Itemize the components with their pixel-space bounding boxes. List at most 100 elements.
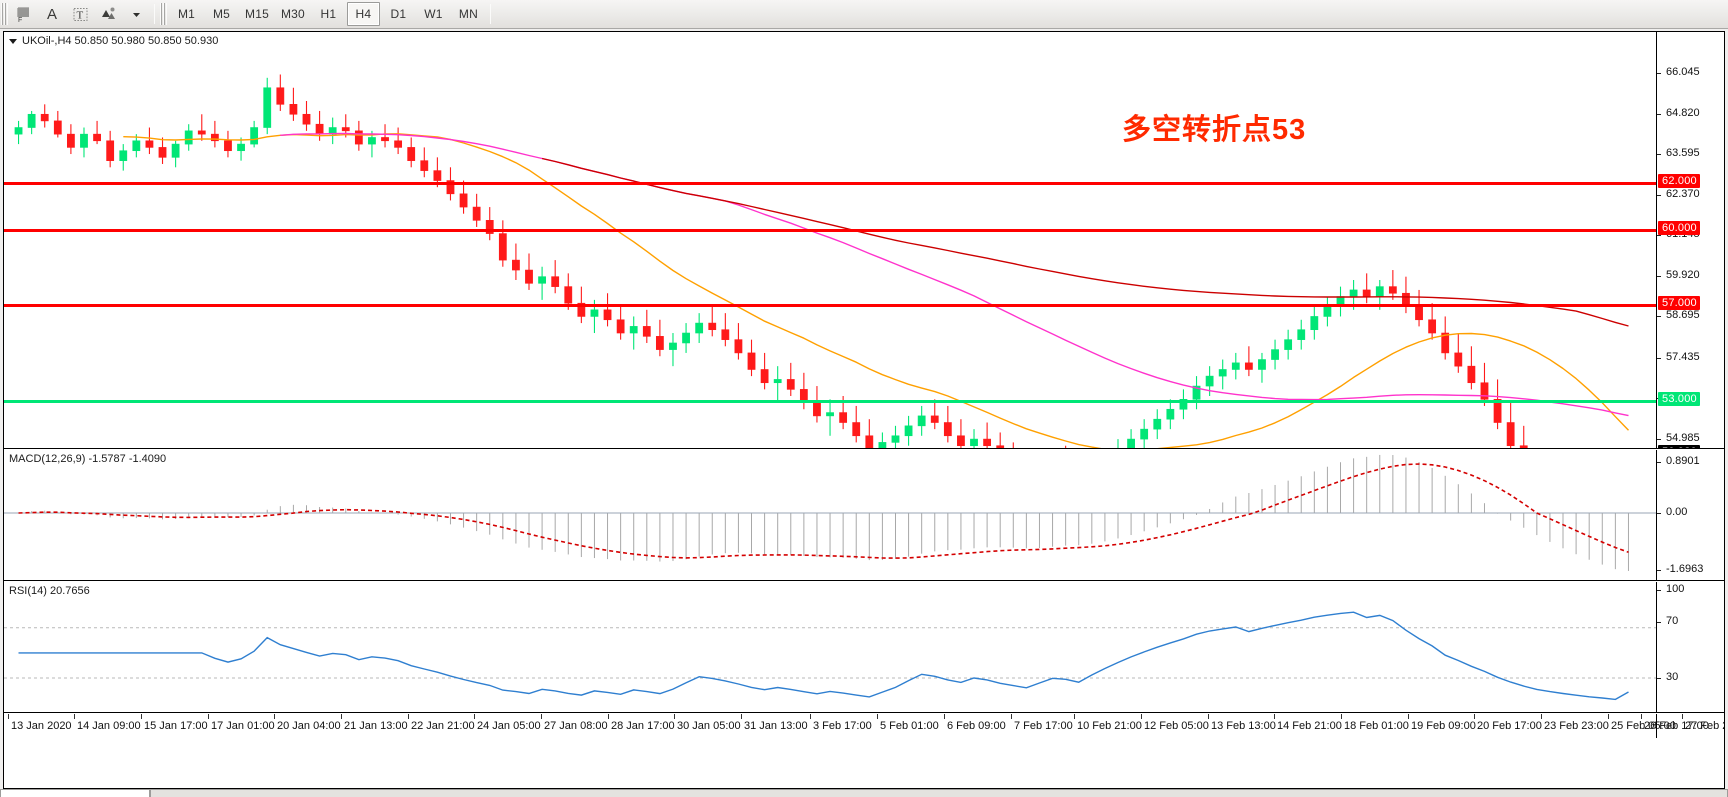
price-tick-label: 62.370 [1666, 188, 1700, 200]
rsi-label: RSI(14) 20.7656 [9, 585, 90, 597]
price-plot-area[interactable]: 多空转折点53 [4, 32, 1656, 448]
time-axis-pane[interactable]: 13 Jan 2020 14 Jan 09:00 15 Jan 17:00 17 Ja… [4, 714, 1724, 738]
time-tick-label: 12 Feb 05:00 [1144, 720, 1209, 732]
price-scale[interactable]: 66.04564.82063.59562.37061.14559.92058.6… [1656, 32, 1724, 448]
chart-frame: 多空转折点53 UKOil-,H4 50.850 50.980 50.850 5… [3, 31, 1725, 789]
timeframe-m30[interactable]: M30 [280, 7, 305, 21]
rsi-line [18, 611, 1629, 701]
chart-tab-strip[interactable] [0, 789, 1728, 797]
time-tick-label: 6 Feb 09:00 [947, 720, 1006, 732]
resistance-line-60[interactable] [4, 229, 1656, 232]
time-tick-label: 7 Feb 17:00 [1014, 720, 1073, 732]
time-tick-label: 17 Jan 01:00 [211, 720, 275, 732]
rsi-scale[interactable]: 100 70 30 [1656, 582, 1724, 712]
time-axis[interactable]: 13 Jan 2020 14 Jan 09:00 15 Jan 17:00 17 Ja… [4, 714, 1724, 738]
rsi-pane[interactable]: RSI(14) 20.7656 100 70 30 [4, 582, 1724, 713]
price-tick-label: 66.045 [1666, 66, 1700, 78]
chart-tab-area[interactable] [150, 789, 1728, 797]
svg-text:T: T [76, 9, 83, 21]
time-tick-label: 19 Feb 09:00 [1411, 720, 1476, 732]
chart-toolbar: F A T M1 M5 M15 [0, 0, 1728, 29]
time-tick-label: 3 Feb 17:00 [813, 720, 872, 732]
macd-series-svg [4, 454, 1656, 571]
timeframe-h4[interactable]: H4 [346, 2, 380, 26]
time-tick-label: 21 Jan 13:00 [344, 720, 408, 732]
objects-dropdown-icon[interactable] [123, 2, 149, 26]
timeframe-grip[interactable] [160, 3, 167, 25]
moving-average-lines [123, 132, 1630, 448]
time-tick-label: 14 Feb 21:00 [1277, 720, 1342, 732]
timeframe-m5[interactable]: M5 [212, 7, 231, 21]
text-a-icon[interactable]: A [46, 5, 57, 23]
time-tick-label: 13 Feb 13:00 [1211, 720, 1276, 732]
time-tick-label: 20 Jan 04:00 [277, 720, 341, 732]
price-level-badge[interactable]: 62.000 [1658, 174, 1700, 188]
text-label-icon[interactable]: T [67, 2, 93, 26]
support-line-53[interactable] [4, 400, 1656, 403]
toolbar-grip[interactable] [1, 3, 8, 25]
time-tick-label: 25 Feb 05:00 [1611, 720, 1676, 732]
macd-label: MACD(12,26,9) -1.5787 -1.4090 [9, 453, 167, 465]
price-series-svg [14, 74, 1630, 448]
price-level-badge[interactable]: 53.000 [1658, 392, 1700, 406]
macd-signal-line [18, 463, 1629, 559]
timeframe-m1[interactable]: M1 [177, 7, 196, 21]
toolbar-divider [154, 4, 155, 24]
price-tick-label: 54.985 [1666, 432, 1700, 444]
macd-tick-label: 0.00 [1666, 506, 1688, 518]
time-tick-label: 10 Feb 21:00 [1077, 720, 1142, 732]
objects-icon[interactable] [95, 2, 121, 26]
time-tick-label: 24 Jan 05:00 [477, 720, 541, 732]
resistance-line-62[interactable] [4, 182, 1656, 185]
toolbar-divider-2 [489, 4, 491, 24]
rsi-tick-label: 100 [1666, 583, 1685, 595]
rsi-tick-label: 30 [1666, 671, 1679, 683]
time-tick-label: 20 Feb 17:00 [1477, 720, 1542, 732]
timeframe-d1[interactable]: D1 [390, 7, 407, 21]
price-pane[interactable]: 多空转折点53 UKOil-,H4 50.850 50.980 50.850 5… [4, 32, 1724, 449]
price-level-badge[interactable]: 50.930 [1658, 445, 1700, 448]
svg-text:F: F [18, 17, 22, 24]
time-tick-label: 26 Feb 17:00 [1644, 720, 1709, 732]
time-tick-label: 5 Feb 01:00 [880, 720, 939, 732]
price-tick-label: 58.695 [1666, 309, 1700, 321]
rsi-tick-label: 70 [1666, 615, 1679, 627]
time-tick-label: 27 Jan 08:00 [544, 720, 608, 732]
time-tick-label: 22 Jan 21:00 [411, 720, 475, 732]
macd-plot-area[interactable] [4, 450, 1656, 580]
chart-tab-active[interactable] [0, 789, 150, 797]
time-tick-label: 30 Jan 05:00 [677, 720, 741, 732]
candlestick-series [14, 74, 1528, 448]
rsi-plot-area[interactable] [4, 582, 1656, 712]
time-tick-label: 14 Jan 09:00 [77, 720, 141, 732]
time-tick-label: 27 Feb 22:15 [1685, 720, 1724, 732]
timeframe-mn[interactable]: MN [458, 7, 478, 21]
symbol-info-label[interactable]: UKOil-,H4 50.850 50.980 50.850 50.930 [9, 35, 218, 47]
time-axis-right-corner [1656, 714, 1724, 738]
macd-tick-label: -1.6963 [1666, 563, 1704, 575]
price-tick-label: 57.435 [1666, 351, 1700, 363]
timeframe-m15[interactable]: M15 [245, 7, 269, 21]
price-level-badge[interactable]: 60.000 [1658, 221, 1700, 235]
resistance-line-57[interactable] [4, 304, 1656, 307]
crosshair-f-icon[interactable]: F [11, 2, 37, 26]
time-tick-label: 15 Jan 17:00 [144, 720, 208, 732]
symbol-ohlc-text: UKOil-,H4 50.850 50.980 50.850 50.930 [22, 35, 219, 47]
timeframe-w1[interactable]: W1 [424, 7, 443, 21]
macd-tick-label: 0.8901 [1666, 455, 1700, 467]
time-tick-label: 28 Jan 17:00 [611, 720, 675, 732]
macd-scale[interactable]: 0.8901 0.00 -1.6963 [1656, 450, 1724, 580]
chevron-down-icon[interactable] [9, 38, 17, 44]
price-level-badge[interactable]: 57.000 [1658, 296, 1700, 310]
rsi-series-svg [4, 611, 1656, 701]
price-tick-label: 64.820 [1666, 107, 1700, 119]
time-tick-label: 13 Jan 2020 [11, 720, 72, 732]
time-tick-label: 18 Feb 01:00 [1344, 720, 1409, 732]
macd-pane[interactable]: MACD(12,26,9) -1.5787 -1.4090 0.8901 0.00… [4, 450, 1724, 581]
price-tick-label: 63.595 [1666, 147, 1700, 159]
timeframe-h1[interactable]: H1 [320, 7, 337, 21]
price-tick-label: 59.920 [1666, 269, 1700, 281]
time-tick-label: 31 Jan 13:00 [744, 720, 808, 732]
chart-annotation-text: 多空转折点53 [1122, 114, 1307, 146]
